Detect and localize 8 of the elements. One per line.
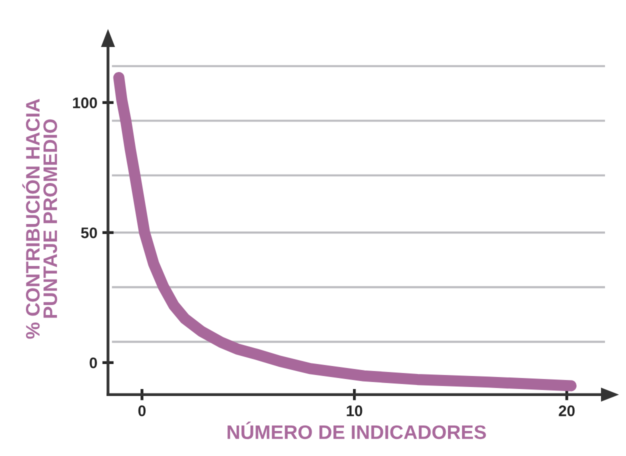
y-axis-title: % CONTRIBUCIÓN HACIA PUNTAJE PROMEDIO — [22, 98, 58, 339]
x-tick-label: 10 — [346, 405, 362, 416]
y-tick-label: 100 — [73, 97, 97, 108]
x-tick-label: 0 — [138, 405, 146, 416]
y-tick-label: 50 — [81, 227, 97, 238]
x-axis-title: NÚMERO DE INDICADORES — [228, 422, 486, 440]
x-tick-label: 20 — [558, 405, 575, 416]
y-tick-label: 0 — [90, 357, 97, 368]
